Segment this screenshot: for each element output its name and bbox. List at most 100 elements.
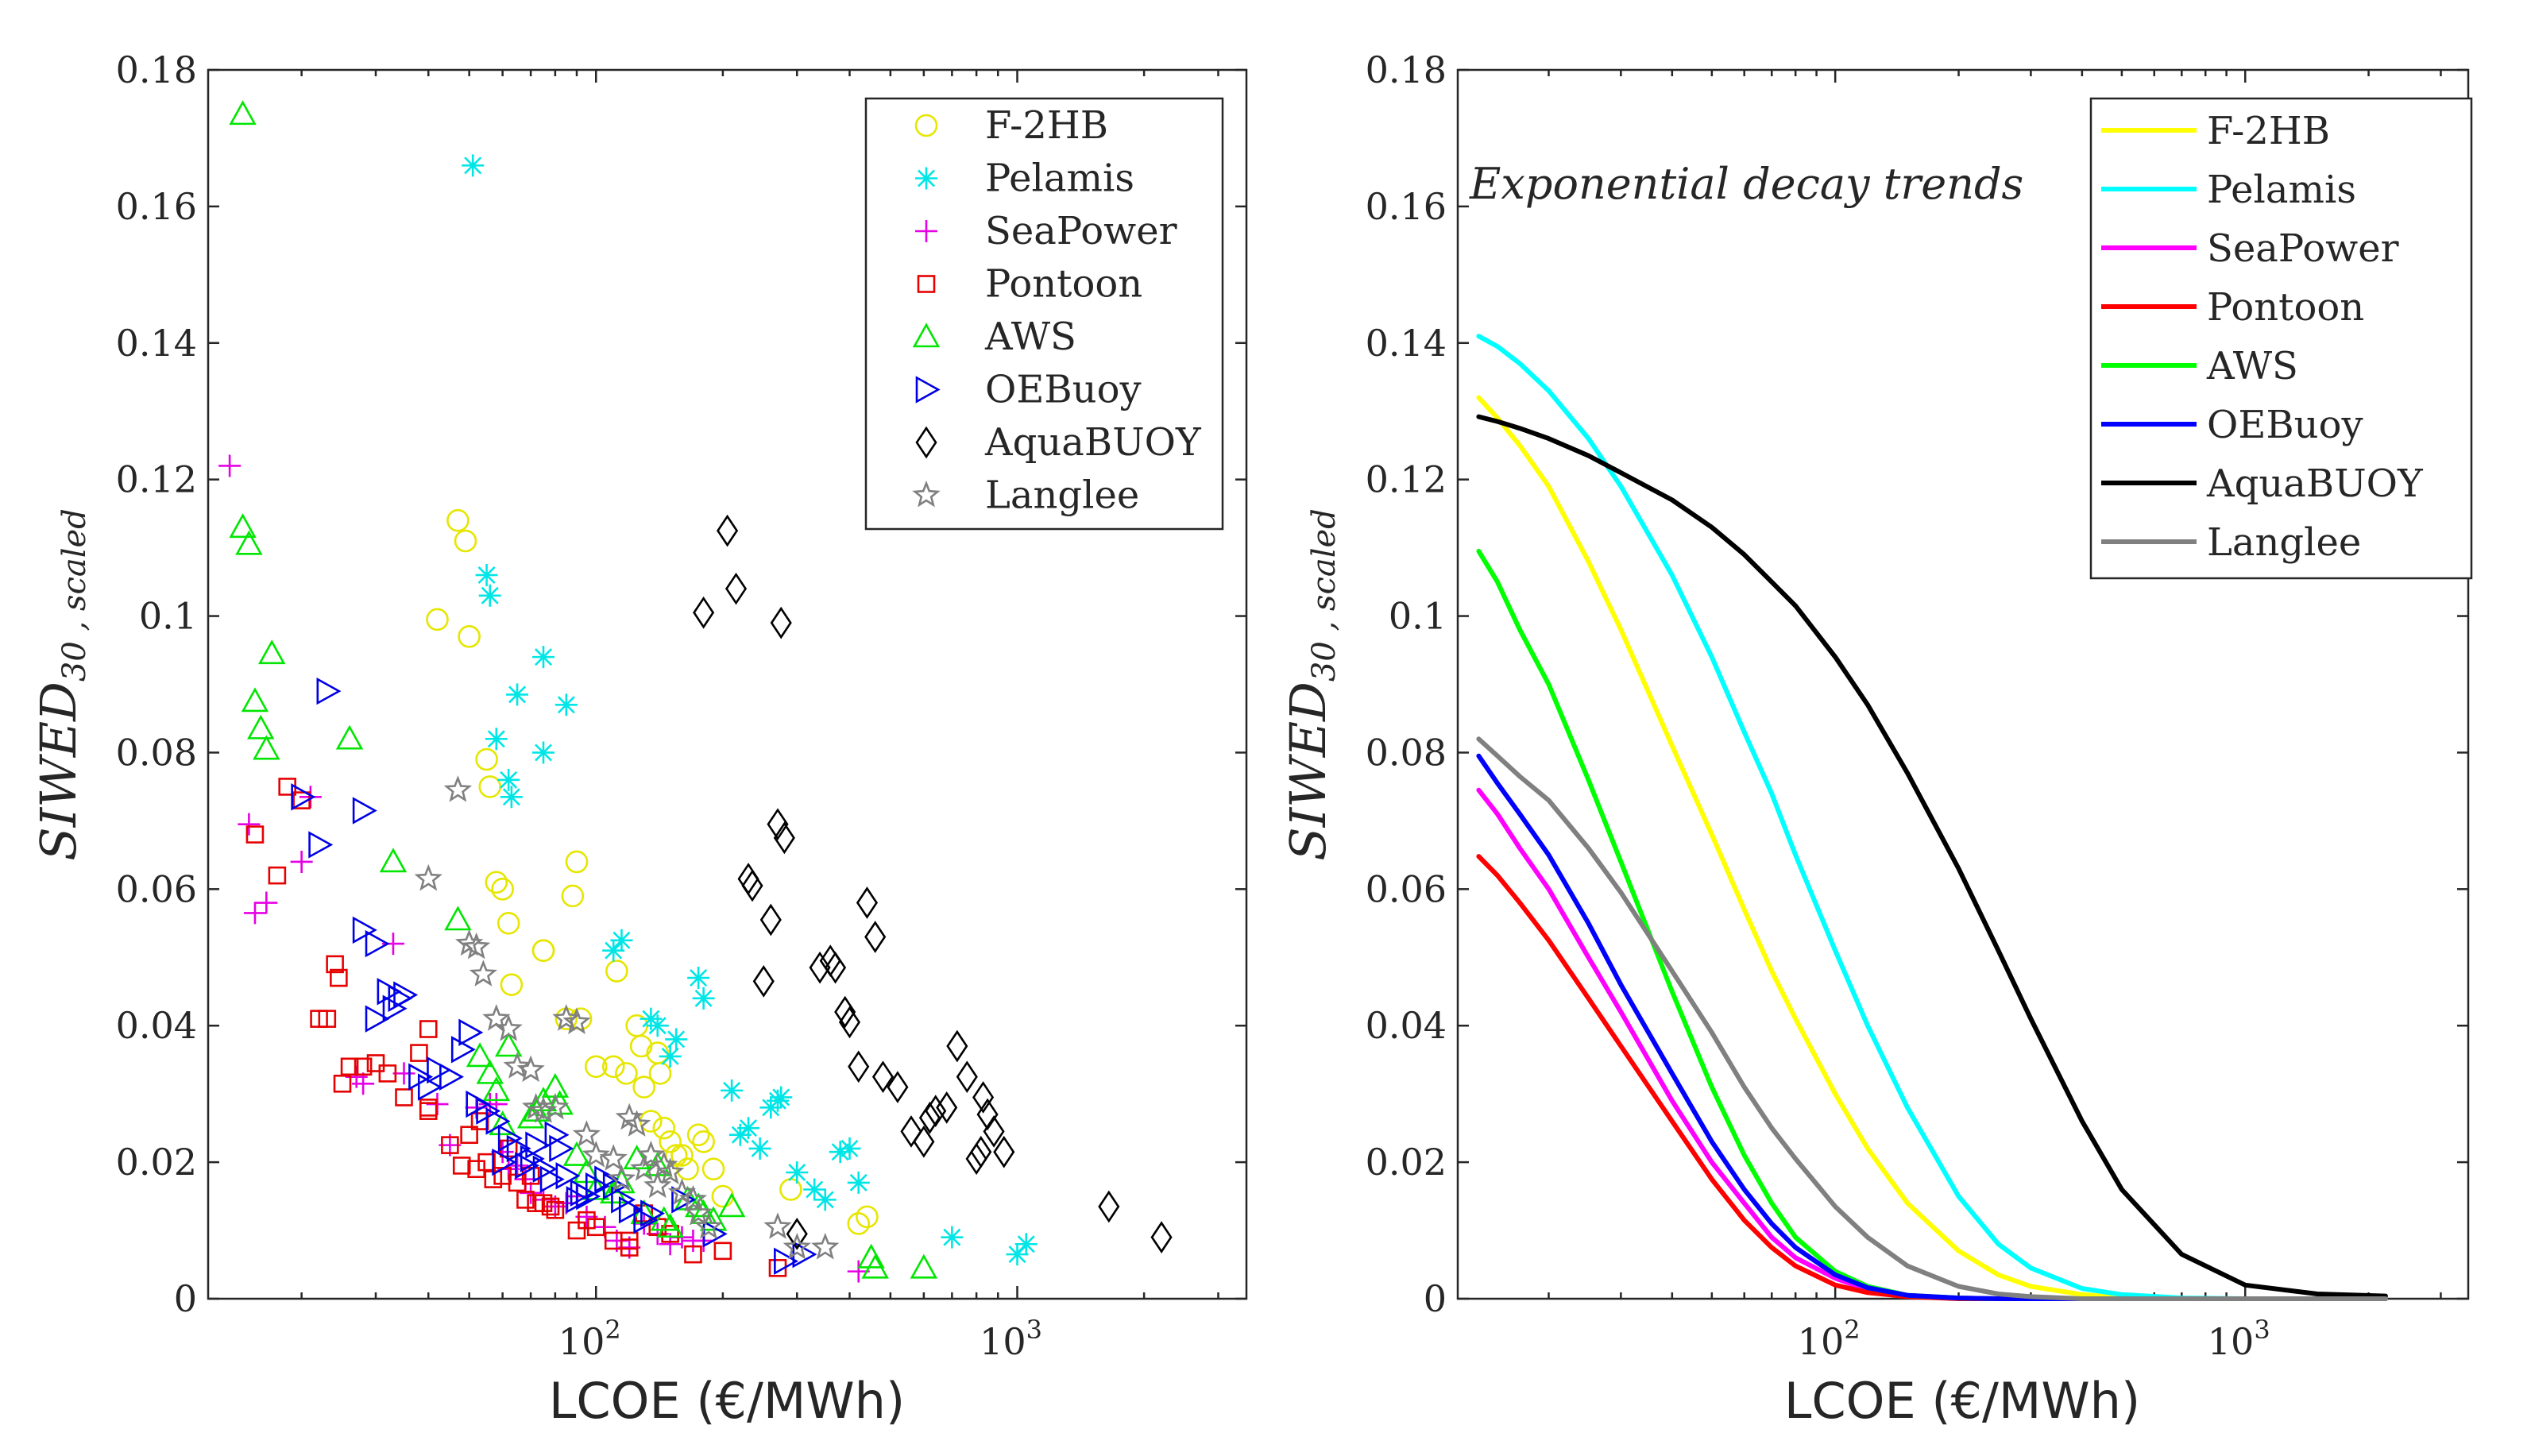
scatter-point-f-2hb — [605, 960, 628, 983]
scatter-ytick-label: 0.16 — [116, 185, 197, 228]
scatter-point-oebuoy — [427, 1056, 452, 1084]
scatter-point-aws — [241, 687, 269, 713]
scatter-point-aquabuoy — [834, 995, 856, 1029]
scatter-point-aquabuoy — [770, 606, 792, 639]
scatter-point-aquabuoy — [976, 1098, 999, 1131]
scatter-point-aws — [379, 848, 408, 873]
scatter-point-f-2hb — [584, 1055, 608, 1079]
scatter-point-oebuoy — [497, 1124, 523, 1153]
scatter-point-seapower — [238, 813, 261, 836]
scatter-point-pelamis — [847, 1171, 870, 1194]
decay-curves — [1476, 334, 2388, 1301]
scatter-point-pontoon — [366, 1054, 385, 1072]
scatter-point-langlee — [763, 1212, 792, 1239]
scatter-point-aquabuoy — [972, 1081, 995, 1114]
scatter-point-oebuoy — [458, 1018, 484, 1047]
scatter-point-aquabuoy — [752, 965, 775, 998]
scatter-point-oebuoy — [640, 1199, 666, 1227]
scatter-point-pontoon — [245, 825, 265, 844]
scatter-point-aquabuoy — [887, 1071, 909, 1103]
scatter-point-aquabuoy — [786, 1218, 808, 1250]
scatter-point-pontoon — [586, 1218, 605, 1237]
decay-legend-label-oebuoy: OEBuoy — [2207, 403, 2363, 447]
decay-xtick-label-base: 10 — [1798, 1320, 1845, 1363]
scatter-point-pontoon — [661, 1225, 679, 1243]
scatter-point-f-2hb — [615, 1062, 638, 1085]
scatter-point-langlee — [503, 1052, 531, 1079]
scatter-point-aquabuoy — [965, 1142, 987, 1176]
scatter-point-langlee — [643, 1171, 672, 1199]
scatter-point-f-2hb — [561, 884, 585, 908]
decay-y-axis-label-main: SIWED — [1279, 682, 1337, 861]
scatter-legend-label-aws: AWS — [984, 315, 1076, 359]
scatter-legend-label-pelamis: Pelamis — [985, 156, 1134, 201]
scatter-point-pelamis — [770, 1086, 793, 1109]
scatter-point-aquabuoy — [936, 1091, 958, 1124]
scatter-point-langlee — [572, 1120, 601, 1147]
scatter-series-aquabuoy — [693, 514, 1173, 1253]
scatter-point-langlee — [656, 1157, 685, 1184]
scatter-point-aquabuoy — [767, 808, 789, 841]
scatter-point-pelamis — [813, 1188, 837, 1211]
scatter-point-f-2hb — [686, 1123, 710, 1147]
scatter-point-aws — [489, 1110, 516, 1136]
scatter-point-f-2hb — [670, 1144, 694, 1167]
scatter-point-pontoon — [326, 955, 344, 974]
scatter-point-langlee — [516, 1055, 545, 1083]
decay-ytick-label: 0.04 — [1366, 1004, 1447, 1047]
scatter-point-f-2hb — [491, 878, 514, 901]
scatter-point-oebuoy — [492, 1148, 517, 1176]
decay-legend-label-pelamis: Pelamis — [2207, 168, 2356, 212]
decay-xtick-label: 102 — [1798, 1315, 1861, 1363]
decay-curve-pelamis — [1476, 334, 2388, 1301]
decay-xtick-label-exponent: 2 — [1844, 1315, 1860, 1345]
scatter-point-aquabuoy — [983, 1115, 1005, 1148]
scatter-point-f-2hb — [856, 1205, 879, 1229]
scatter-point-oebuoy — [352, 797, 377, 825]
scatter-point-pelamis — [532, 741, 555, 764]
scatter-point-aws — [910, 1253, 938, 1279]
scatter-point-oebuoy — [611, 1186, 636, 1214]
scatter-point-aquabuoy — [900, 1115, 922, 1148]
scatter-point-langlee — [811, 1232, 840, 1260]
decay-ytick-label: 0.08 — [1366, 731, 1447, 774]
scatter-xtick-label-base: 10 — [980, 1320, 1026, 1363]
scatter-ytick-label: 0 — [174, 1277, 197, 1320]
scatter-point-pelamis — [506, 683, 529, 706]
scatter-point-f-2hb — [458, 625, 481, 648]
scatter-point-pontoon — [541, 1197, 560, 1216]
scatter-point-aquabuoy — [925, 1095, 947, 1127]
scatter-point-f-2hb — [500, 973, 524, 996]
scatter-point-f-2hb — [446, 508, 469, 532]
scatter-point-seapower — [520, 1181, 543, 1204]
scatter-y-axis-label-sub: 30 , scaled — [56, 508, 93, 682]
scatter-point-oebuoy — [594, 1165, 620, 1193]
scatter-series-f-2hb — [426, 508, 879, 1235]
scatter-point-aquabuoy — [824, 951, 847, 984]
scatter-legend-label-pontoon: Pontoon — [985, 262, 1142, 307]
scatter-point-pelamis — [659, 1045, 682, 1068]
scatter-point-pelamis — [692, 987, 715, 1010]
scatter-legend-marker-seapower — [915, 220, 937, 242]
scatter-point-aws — [857, 1243, 885, 1269]
scatter-point-langlee — [443, 775, 473, 802]
scatter-point-oebuoy — [485, 1107, 511, 1135]
scatter-axes-frame — [207, 68, 1248, 1300]
scatter-point-aquabuoy — [970, 1135, 992, 1168]
scatter-xtick-label: 103 — [980, 1315, 1042, 1363]
decay-ytick-label: 0.1 — [1389, 595, 1447, 638]
scatter-point-oebuoy — [291, 783, 316, 811]
scatter-legend-marker-langlee — [912, 480, 941, 508]
scatter-point-langlee — [529, 1096, 558, 1123]
scatter-point-pontoon — [521, 1167, 540, 1185]
scatter-point-oebuoy — [316, 677, 342, 705]
scatter-ytick-label: 0.06 — [116, 867, 197, 910]
scatter-point-aws — [247, 714, 275, 740]
scatter-point-oebuoy — [365, 929, 390, 958]
scatter-point-langlee — [782, 1232, 811, 1260]
scatter-point-pelamis — [532, 646, 555, 669]
scatter-point-langlee — [667, 1178, 697, 1205]
scatter-point-pelamis — [478, 584, 501, 607]
